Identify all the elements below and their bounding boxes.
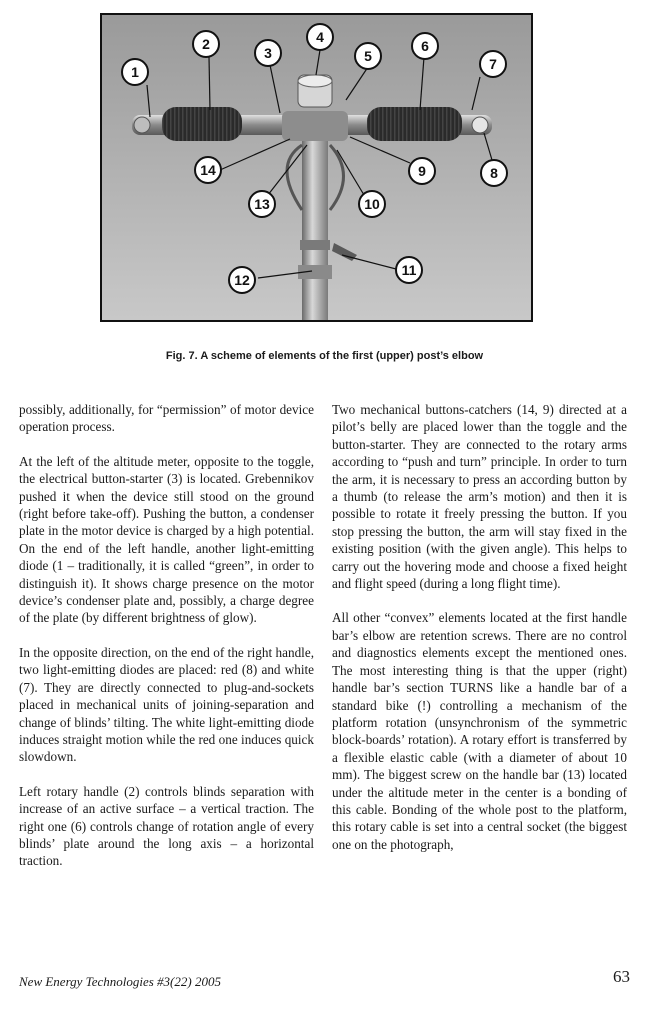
callout-13: 13 (248, 190, 276, 218)
callout-label: 5 (364, 48, 372, 64)
paragraph: possibly, additionally, for “permission”… (19, 402, 314, 435)
callout-7: 7 (479, 50, 507, 78)
callout-label: 1 (131, 64, 139, 80)
upper-post (302, 135, 328, 320)
callout-label: 3 (264, 45, 272, 61)
figure-caption: Fig. 7. A scheme of elements of the firs… (165, 350, 484, 362)
paragraph: At the left of the altitude meter, oppos… (19, 453, 314, 626)
callout-label: 10 (364, 196, 380, 212)
callout-6: 6 (411, 32, 439, 60)
callout-label: 9 (418, 163, 426, 179)
paragraph: Left rotary handle (2) controls blinds s… (19, 783, 314, 869)
right-end-cap (471, 116, 489, 134)
paragraph: In the opposite direction, on the end of… (19, 644, 314, 765)
paragraph: All other “convex” elements located at t… (332, 610, 627, 852)
callout-10: 10 (358, 190, 386, 218)
callout-8: 8 (480, 159, 508, 187)
paragraph: Two mechanical buttons-catchers (14, 9) … (332, 402, 627, 592)
callout-2: 2 (192, 30, 220, 58)
left-column: possibly, additionally, for “permission”… (19, 401, 314, 887)
callout-label: 7 (489, 56, 497, 72)
figure-photo: 1 2 3 4 5 6 7 8 9 10 11 12 13 14 (100, 13, 533, 322)
callout-label: 8 (490, 165, 498, 181)
callout-label: 13 (254, 196, 270, 212)
cable-right (328, 143, 345, 211)
callout-5: 5 (354, 42, 382, 70)
callout-12: 12 (228, 266, 256, 294)
callout-label: 11 (402, 262, 417, 278)
callout-3: 3 (254, 39, 282, 67)
center-hub (282, 111, 348, 141)
callout-label: 4 (316, 29, 324, 45)
callout-1: 1 (121, 58, 149, 86)
journal-footer: New Energy Technologies #3(22) 2005 (19, 974, 221, 989)
left-rotary-handle (162, 107, 242, 141)
callout-11: 11 (395, 256, 423, 284)
callout-label: 6 (421, 38, 429, 54)
callout-4: 4 (306, 23, 334, 51)
toggle-lever (332, 243, 357, 261)
callout-label: 14 (200, 162, 216, 178)
right-column: Two mechanical buttons-catchers (14, 9) … (332, 401, 627, 870)
callout-9: 9 (408, 157, 436, 185)
callout-14: 14 (194, 156, 222, 184)
callout-label: 12 (234, 272, 250, 288)
callout-label: 2 (202, 36, 210, 52)
left-end-cap (133, 116, 151, 134)
right-rotary-handle (367, 107, 462, 141)
page-number: 63 (613, 967, 630, 986)
